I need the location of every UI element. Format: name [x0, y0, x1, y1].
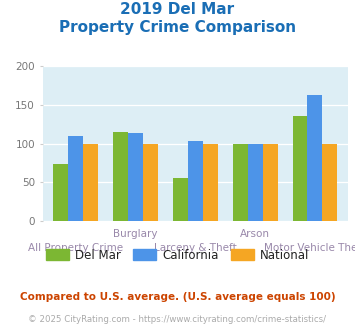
Bar — [263, 144, 278, 221]
Bar — [113, 132, 128, 221]
Text: Arson: Arson — [240, 229, 270, 239]
Bar — [322, 144, 337, 221]
Bar — [203, 144, 218, 221]
Bar — [143, 144, 158, 221]
Bar — [248, 144, 263, 221]
Bar — [68, 136, 83, 221]
Bar — [53, 164, 68, 221]
Text: Burglary: Burglary — [113, 229, 158, 239]
Text: 2019 Del Mar: 2019 Del Mar — [120, 2, 235, 16]
Bar — [173, 178, 188, 221]
Text: Larceny & Theft: Larceny & Theft — [154, 243, 237, 252]
Bar — [307, 95, 322, 221]
Text: Motor Vehicle Theft: Motor Vehicle Theft — [264, 243, 355, 252]
Bar — [128, 133, 143, 221]
Legend: Del Mar, California, National: Del Mar, California, National — [41, 244, 314, 266]
Text: All Property Crime: All Property Crime — [28, 243, 123, 252]
Text: Property Crime Comparison: Property Crime Comparison — [59, 20, 296, 35]
Text: © 2025 CityRating.com - https://www.cityrating.com/crime-statistics/: © 2025 CityRating.com - https://www.city… — [28, 315, 327, 324]
Bar — [188, 141, 203, 221]
Bar — [83, 144, 98, 221]
Bar — [233, 144, 248, 221]
Bar — [293, 116, 307, 221]
Text: Compared to U.S. average. (U.S. average equals 100): Compared to U.S. average. (U.S. average … — [20, 292, 335, 302]
